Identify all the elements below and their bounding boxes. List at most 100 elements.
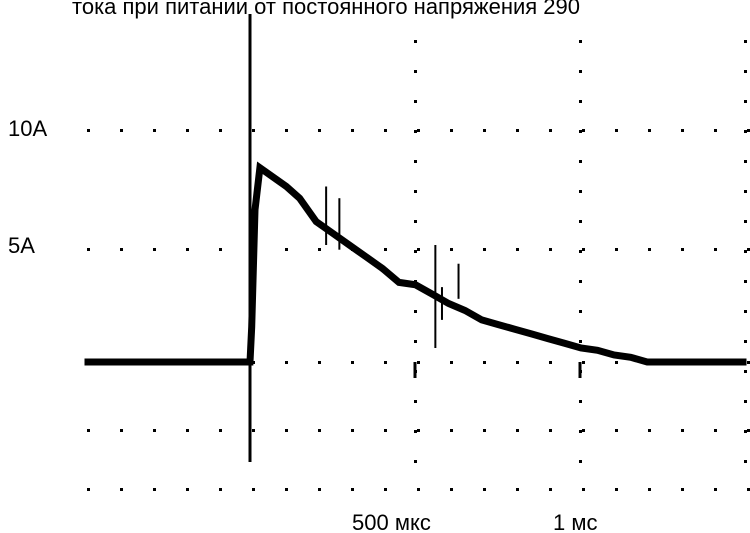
grid-dot bbox=[582, 429, 585, 432]
grid-dot bbox=[744, 400, 747, 403]
grid-dot bbox=[285, 361, 288, 364]
y-tick-label: 10A bbox=[8, 116, 47, 141]
grid-dot bbox=[285, 488, 288, 491]
grid-dot bbox=[615, 129, 618, 132]
tick-labels: 10A 5A 500 мкс 1 мс bbox=[8, 116, 597, 533]
grid-dot bbox=[414, 40, 417, 43]
grid-dot bbox=[219, 129, 222, 132]
grid-dot bbox=[744, 190, 747, 193]
grid-dot bbox=[579, 160, 582, 163]
grid-dot bbox=[414, 460, 417, 463]
grid-dot bbox=[516, 361, 519, 364]
grid-dot bbox=[450, 429, 453, 432]
grid-dot bbox=[351, 488, 354, 491]
grid-dot bbox=[549, 488, 552, 491]
grid-dot bbox=[483, 429, 486, 432]
grid-dot bbox=[744, 280, 747, 283]
grid-dot bbox=[120, 248, 123, 251]
grid-dot bbox=[87, 248, 90, 251]
grid-dot bbox=[582, 248, 585, 251]
grid-dot bbox=[153, 248, 156, 251]
grid-dot bbox=[285, 129, 288, 132]
grid-dot bbox=[120, 129, 123, 132]
grid-dot bbox=[579, 40, 582, 43]
grid-dot bbox=[219, 488, 222, 491]
grid-dot bbox=[318, 488, 321, 491]
grid-dot bbox=[744, 340, 747, 343]
grid-dot bbox=[483, 361, 486, 364]
axes bbox=[248, 14, 582, 462]
grid-dot bbox=[318, 361, 321, 364]
grid-dot bbox=[549, 248, 552, 251]
grid-dot bbox=[351, 361, 354, 364]
trace bbox=[84, 161, 747, 366]
grid-dot bbox=[579, 310, 582, 313]
grid-dot bbox=[417, 361, 420, 364]
grid-dot bbox=[681, 429, 684, 432]
grid-dot bbox=[615, 248, 618, 251]
grid-dot bbox=[744, 370, 747, 373]
grid-dot bbox=[384, 248, 387, 251]
grid-dot bbox=[414, 190, 417, 193]
grid-dot bbox=[450, 129, 453, 132]
grid-dot bbox=[579, 190, 582, 193]
grid-dot bbox=[417, 129, 420, 132]
grid-dot bbox=[483, 488, 486, 491]
grid-dot bbox=[579, 430, 582, 433]
grid-dot bbox=[417, 429, 420, 432]
grid-dot bbox=[417, 248, 420, 251]
grid-dot bbox=[318, 248, 321, 251]
grid-dot bbox=[579, 460, 582, 463]
grid-dot bbox=[744, 40, 747, 43]
grid-dot bbox=[579, 100, 582, 103]
grid-dot bbox=[414, 130, 417, 133]
x-tick-label: 500 мкс bbox=[352, 510, 431, 533]
grid-dot bbox=[351, 429, 354, 432]
grid-dot bbox=[318, 129, 321, 132]
grid-dot bbox=[87, 129, 90, 132]
grid-dot bbox=[219, 429, 222, 432]
grid-dot bbox=[579, 280, 582, 283]
grid-dot bbox=[450, 361, 453, 364]
grid-dot bbox=[549, 361, 552, 364]
grid-dot bbox=[579, 220, 582, 223]
grid-dot bbox=[648, 129, 651, 132]
grid-dot bbox=[252, 361, 255, 364]
grid-dot bbox=[450, 248, 453, 251]
grid-dot bbox=[483, 248, 486, 251]
grid-dot bbox=[516, 248, 519, 251]
grid-dot bbox=[414, 70, 417, 73]
grid-dot bbox=[714, 129, 717, 132]
grid-dot bbox=[120, 488, 123, 491]
grid-dot bbox=[579, 70, 582, 73]
grid-dot bbox=[579, 130, 582, 133]
grid-dots bbox=[87, 40, 750, 491]
grid-dot bbox=[186, 248, 189, 251]
grid-dot bbox=[579, 340, 582, 343]
grid-dot bbox=[252, 488, 255, 491]
grid-dot bbox=[384, 429, 387, 432]
grid-dot bbox=[615, 361, 618, 364]
grid-dot bbox=[153, 488, 156, 491]
grid-dot bbox=[549, 429, 552, 432]
chart-title: тока при питании от постоянного напряжен… bbox=[72, 0, 580, 19]
grid-dot bbox=[450, 488, 453, 491]
grid-dot bbox=[414, 100, 417, 103]
grid-dot bbox=[414, 400, 417, 403]
grid-dot bbox=[747, 248, 750, 251]
grid-dot bbox=[285, 248, 288, 251]
grid-dot bbox=[252, 129, 255, 132]
grid-dot bbox=[681, 488, 684, 491]
grid-dot bbox=[582, 488, 585, 491]
grid-dot bbox=[582, 129, 585, 132]
grid-dot bbox=[648, 488, 651, 491]
grid-dot bbox=[747, 361, 750, 364]
grid-dot bbox=[483, 129, 486, 132]
grid-dot bbox=[648, 429, 651, 432]
grid-dot bbox=[747, 429, 750, 432]
grid-dot bbox=[186, 429, 189, 432]
grid-dot bbox=[186, 488, 189, 491]
grid-dot bbox=[219, 248, 222, 251]
grid-dot bbox=[681, 248, 684, 251]
